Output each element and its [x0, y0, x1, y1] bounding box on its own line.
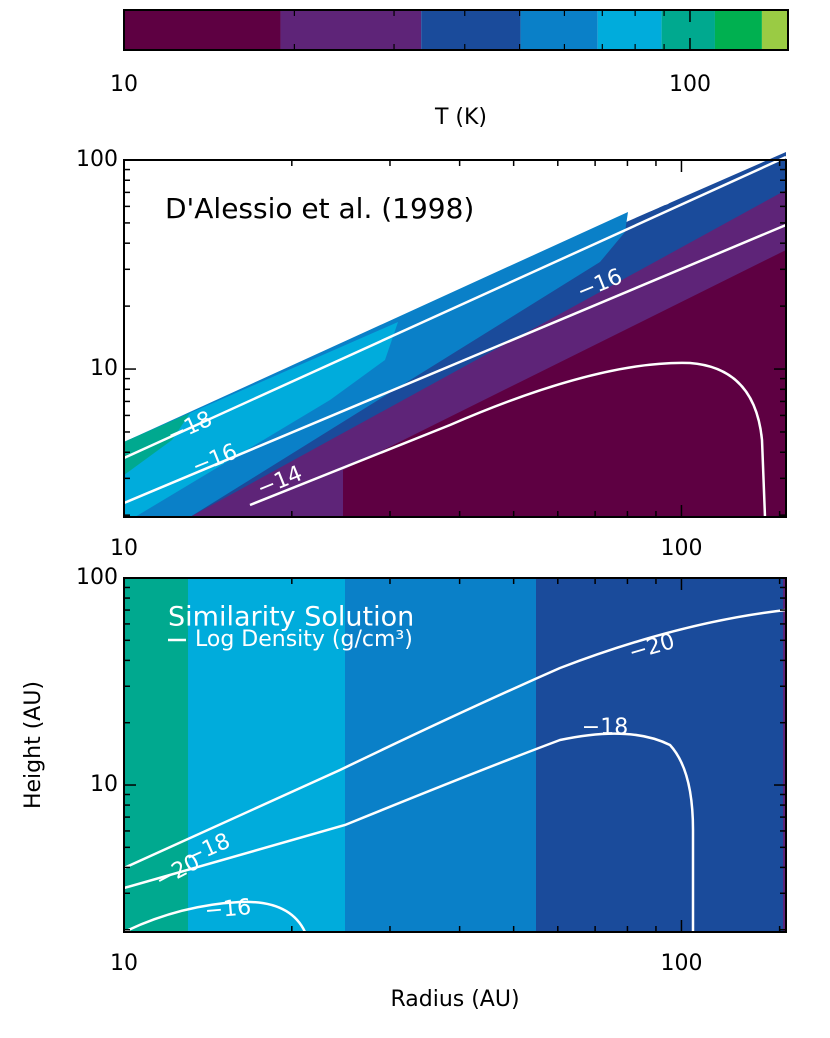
x-axis-title: T (K) [434, 105, 487, 130]
color-bin [124, 10, 281, 50]
contour-label: −16 [204, 895, 252, 924]
color-bin [597, 10, 662, 50]
y-tick-label: 10 [90, 356, 118, 381]
x-tick-label: 100 [669, 72, 711, 97]
region [188, 578, 345, 932]
x-tick-label: 10 [110, 951, 138, 976]
y-tick-label: 100 [76, 565, 118, 590]
region [124, 322, 398, 517]
annotation: D'Alessio et al. (1998) [165, 192, 474, 225]
contour-line [249, 361, 767, 518]
y-tick-label: 100 [76, 147, 118, 172]
color-bin [714, 10, 762, 50]
color-bin [421, 10, 521, 50]
frame [123, 159, 787, 518]
y-tick-label: 10 [90, 772, 118, 797]
x-tick-label: 100 [660, 536, 702, 561]
y-axis-title: Height (AU) [21, 681, 46, 809]
color-bin [661, 10, 715, 50]
contour-label: −18 [582, 715, 628, 740]
x-axis-title: Radius (AU) [390, 987, 519, 1012]
contour-line [123, 732, 695, 932]
contour-line [123, 155, 787, 460]
contour-line [123, 900, 307, 934]
color-bin [761, 10, 788, 50]
x-tick-label: 10 [110, 72, 138, 97]
x-tick-label: 100 [660, 951, 702, 976]
color-bin [280, 10, 422, 50]
frame [123, 577, 787, 933]
region [536, 578, 783, 932]
annotation: Similarity Solution [168, 602, 414, 633]
frame [123, 9, 789, 51]
contour-line [123, 608, 787, 870]
color-bin [520, 10, 598, 50]
legend-label: Log Density (g/cm³) [195, 627, 413, 652]
bottom-fills [123, 578, 787, 934]
x-tick-label: 10 [110, 536, 138, 561]
top-contour-labels: −18 −16 −18 −16 −14 D'Alessio et al. (19… [164, 184, 677, 502]
region [783, 578, 786, 932]
top-fills [123, 152, 787, 518]
contour-line [123, 223, 787, 505]
region [345, 578, 536, 932]
